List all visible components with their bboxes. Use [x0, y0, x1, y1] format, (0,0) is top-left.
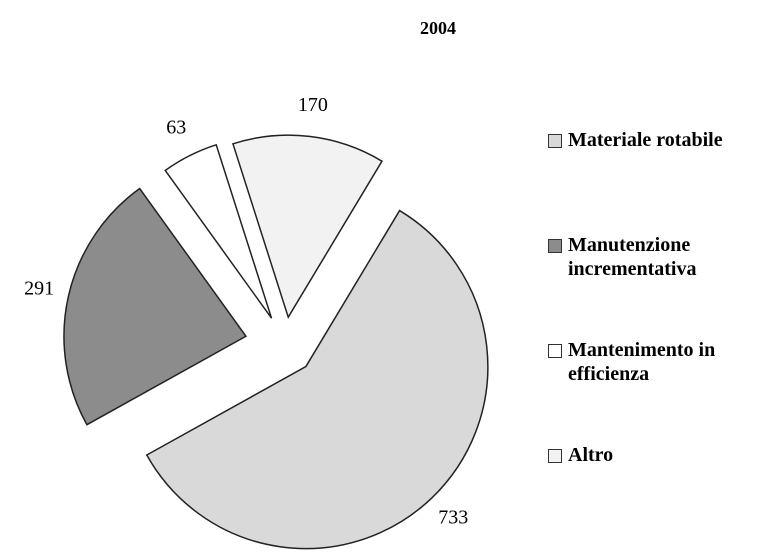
data-label: 291	[24, 278, 54, 300]
legend-item: Manutenzione incrementativa	[548, 233, 778, 338]
legend-swatch	[548, 239, 562, 253]
pie-slice	[63, 187, 248, 426]
legend: Materiale rotabile Manutenzione increment…	[548, 128, 778, 548]
legend-item: Materiale rotabile	[548, 128, 778, 233]
data-label: 170	[298, 94, 328, 116]
pie-slice	[232, 134, 384, 319]
legend-swatch	[548, 344, 562, 358]
legend-swatch	[548, 449, 562, 463]
legend-swatch	[548, 134, 562, 148]
pie-slice	[145, 209, 489, 550]
legend-item: Altro	[548, 443, 778, 548]
data-label: 63	[166, 116, 186, 138]
data-label: 733	[438, 507, 468, 529]
legend-item: Mantenimento in efficienza	[548, 338, 778, 443]
chart-title: 2004	[420, 18, 456, 38]
legend-label: Mantenimento in efficienza	[568, 339, 716, 385]
pie-slice	[164, 143, 273, 319]
legend-label: Materiale rotabile	[568, 129, 723, 151]
legend-label: Manutenzione incrementativa	[568, 234, 697, 280]
legend-label: Altro	[568, 444, 614, 466]
